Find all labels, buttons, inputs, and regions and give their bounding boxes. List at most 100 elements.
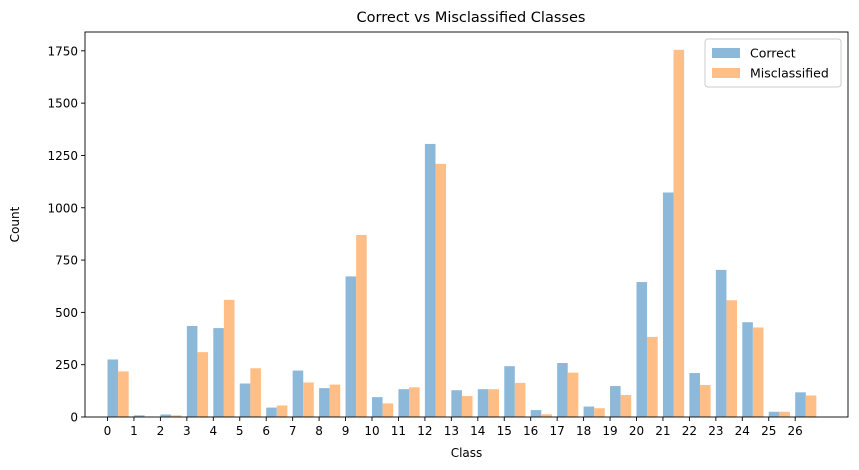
bar-correct-6 xyxy=(266,407,277,417)
x-tick-label: 2 xyxy=(157,424,165,438)
bar-correct-23 xyxy=(715,269,727,417)
y-tick-label: 250 xyxy=(55,358,78,372)
bar-correct-7 xyxy=(292,370,304,417)
bar-correct-2 xyxy=(160,414,171,417)
bar-correct-24 xyxy=(742,322,753,417)
bar-misclassified-22 xyxy=(699,384,711,417)
x-tick-label: 22 xyxy=(682,424,697,438)
bar-correct-21 xyxy=(662,192,674,417)
bar-correct-26 xyxy=(795,392,806,417)
bar-correct-10 xyxy=(372,397,383,417)
bar-correct-20 xyxy=(636,282,648,417)
x-tick-label: 10 xyxy=(364,424,379,438)
bar-correct-16 xyxy=(530,410,542,417)
y-tick-label: 750 xyxy=(55,254,78,268)
bar-correct-18 xyxy=(583,406,595,417)
bar-misclassified-24 xyxy=(752,327,764,417)
plot-area xyxy=(107,49,817,418)
bar-correct-19 xyxy=(610,386,621,417)
x-tick-label: 11 xyxy=(391,424,406,438)
x-tick-label: 17 xyxy=(550,424,565,438)
y-tick-label: 500 xyxy=(55,306,78,320)
x-tick-label: 19 xyxy=(602,424,617,438)
plot-frame xyxy=(84,31,849,418)
x-tick-label: 9 xyxy=(342,424,350,438)
bar-correct-25 xyxy=(768,411,780,417)
bar-misclassified-9 xyxy=(356,234,367,417)
x-tick-label: 12 xyxy=(417,424,432,438)
legend-label-correct: Correct xyxy=(750,46,796,61)
bar-correct-9 xyxy=(345,276,357,417)
x-tick-label: 3 xyxy=(183,424,191,438)
bar-misclassified-0 xyxy=(118,371,129,417)
x-tick-label: 0 xyxy=(104,424,112,438)
bar-misclassified-12 xyxy=(435,163,447,417)
bar-misclassified-20 xyxy=(647,336,658,417)
bar-misclassified-3 xyxy=(197,352,209,417)
bar-correct-22 xyxy=(689,373,700,417)
bar-correct-17 xyxy=(557,363,568,417)
x-tick-label: 7 xyxy=(289,424,297,438)
x-tick-label: 21 xyxy=(655,424,670,438)
y-tick-label: 1750 xyxy=(47,44,78,58)
y-tick-label: 1500 xyxy=(47,97,78,111)
x-tick-label: 18 xyxy=(576,424,591,438)
bar-misclassified-23 xyxy=(726,300,738,417)
x-tick-label: 5 xyxy=(236,424,244,438)
bar-correct-11 xyxy=(398,389,410,417)
bar-misclassified-13 xyxy=(461,396,473,417)
x-tick-label: 26 xyxy=(788,424,803,438)
x-tick-label: 20 xyxy=(629,424,644,438)
x-tick-label: 16 xyxy=(523,424,538,438)
bar-correct-4 xyxy=(213,328,224,417)
bar-misclassified-6 xyxy=(276,405,288,417)
bar-correct-5 xyxy=(239,383,251,417)
bar-correct-1 xyxy=(133,415,145,417)
bar-correct-12 xyxy=(424,143,436,417)
bar-misclassified-25 xyxy=(779,411,790,417)
x-axis-title: Class xyxy=(451,446,483,460)
x-tick-label: 4 xyxy=(209,424,217,438)
bar-misclassified-5 xyxy=(250,368,261,417)
bar-misclassified-26 xyxy=(805,395,817,417)
x-tick-label: 8 xyxy=(315,424,323,438)
legend: Correct Misclassified xyxy=(704,38,842,88)
bar-misclassified-15 xyxy=(514,382,526,417)
bar-misclassified-16 xyxy=(541,414,552,417)
bar-misclassified-17 xyxy=(567,372,579,417)
chart-title: Correct vs Misclassified Classes xyxy=(357,10,586,26)
bar-correct-8 xyxy=(319,388,330,418)
x-tick-label: 25 xyxy=(761,424,776,438)
bar-misclassified-19 xyxy=(620,395,632,417)
x-tick-label: 13 xyxy=(444,424,459,438)
y-tick-label: 0 xyxy=(70,411,78,425)
y-tick-label: 1000 xyxy=(47,201,78,215)
x-tick-label: 14 xyxy=(470,424,485,438)
x-tick-label: 23 xyxy=(708,424,723,438)
bar-misclassified-18 xyxy=(594,408,605,417)
bar-correct-3 xyxy=(186,325,198,417)
legend-swatch-correct xyxy=(712,48,740,58)
bar-misclassified-8 xyxy=(329,384,341,417)
bar-correct-15 xyxy=(504,366,515,417)
bar-misclassified-10 xyxy=(382,403,394,417)
legend-label-misclassified: Misclassified xyxy=(750,66,829,81)
bar-misclassified-7 xyxy=(303,382,314,417)
x-tick-label: 24 xyxy=(735,424,750,438)
bar-correct-14 xyxy=(477,389,489,417)
bar-misclassified-4 xyxy=(223,299,235,417)
x-tick-label: 1 xyxy=(130,424,138,438)
bar-misclassified-21 xyxy=(673,49,685,417)
bar-correct-13 xyxy=(451,390,462,417)
y-axis-ticks: 0 250 500 750 1000 1250 1500 1750 xyxy=(47,44,85,425)
x-axis-ticks: 0 1 2 3 4 5 6 7 8 9 10 11 12 13 14 15 16 17 18 19 20 21 22 23 24… xyxy=(104,417,803,438)
x-tick-label: 15 xyxy=(497,424,512,438)
legend-swatch-misclassified xyxy=(712,68,740,78)
bar-correct-0 xyxy=(107,359,119,417)
bar-misclassified-2 xyxy=(170,415,182,417)
bar-misclassified-11 xyxy=(409,387,420,417)
y-axis-title: Count xyxy=(8,206,22,242)
bar-misclassified-14 xyxy=(488,389,499,417)
